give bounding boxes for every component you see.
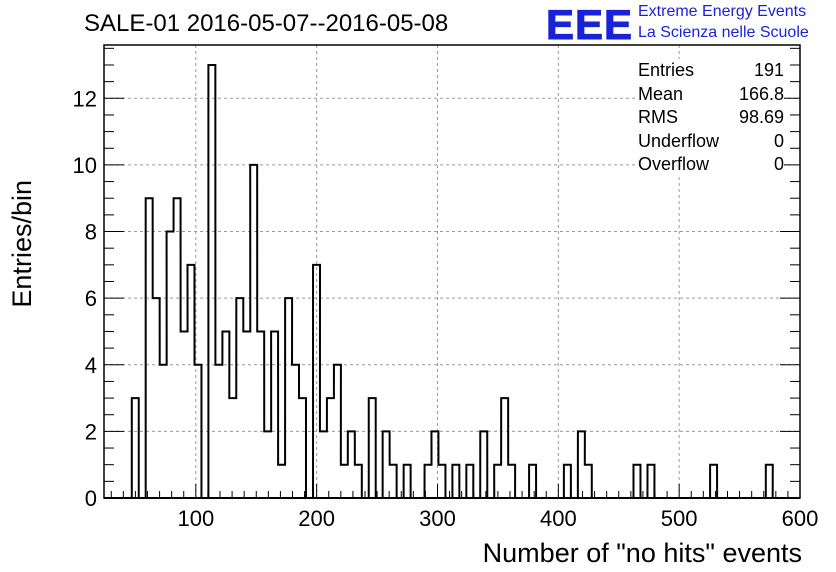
stat-value: 166.8 <box>738 83 784 104</box>
x-tick-label: 200 <box>298 506 335 531</box>
eee-logo-mark: EEE <box>546 2 633 44</box>
stat-row-overflow: Overflow 0 <box>638 153 784 177</box>
stat-row-underflow: Underflow 0 <box>638 130 784 154</box>
stats-box: Entries 191 Mean 166.8 RMS 98.69 Underfl… <box>638 59 784 177</box>
x-tick-label: 500 <box>661 506 698 531</box>
stat-value: 0 <box>773 130 784 151</box>
logo-line-2: La Scienza nelle Scuole <box>638 24 809 41</box>
y-tick-label: 2 <box>85 419 97 444</box>
chart-title: SALE-01 2016-05-07--2016-05-08 <box>84 10 449 37</box>
y-tick-label: 4 <box>85 353 97 378</box>
x-axis-label: Number of "no hits" events <box>483 538 802 568</box>
y-tick-label: 10 <box>73 153 97 178</box>
logo-line-1: Extreme Energy Events <box>638 3 807 20</box>
stat-label: Underflow <box>638 130 720 151</box>
stat-row-mean: Mean 166.8 <box>638 83 784 107</box>
y-axis-label: Entries/bin <box>7 180 37 308</box>
x-tick-label: 600 <box>782 506 819 531</box>
x-tick-labels: 100 200 300 400 500 600 <box>177 506 818 531</box>
y-tick-label: 6 <box>85 286 97 311</box>
grid-lines <box>104 45 801 499</box>
stat-row-entries: Entries 191 <box>638 59 784 83</box>
stat-label: Entries <box>638 60 695 80</box>
y-tick-labels: 0 2 4 6 8 10 12 <box>73 86 97 511</box>
stat-label: RMS <box>638 107 678 127</box>
stat-value: 191 <box>753 60 784 80</box>
y-tick-label: 8 <box>85 220 97 245</box>
plot-frame <box>103 44 801 499</box>
stat-row-rms: RMS 98.69 <box>638 106 784 130</box>
stat-value: 98.69 <box>738 107 784 127</box>
x-tick-label: 100 <box>177 506 214 531</box>
eee-logo: EEE <box>546 2 633 44</box>
stat-label: Overflow <box>638 154 710 174</box>
x-tick-label: 400 <box>540 506 577 531</box>
y-tick-label: 12 <box>73 86 97 111</box>
x-tick-label: 300 <box>419 506 456 531</box>
axis-ticks <box>104 47 801 499</box>
stat-label: Mean <box>638 83 684 104</box>
stat-value: 0 <box>773 154 784 174</box>
y-tick-label: 0 <box>85 486 97 511</box>
histogram-line <box>104 63 800 499</box>
